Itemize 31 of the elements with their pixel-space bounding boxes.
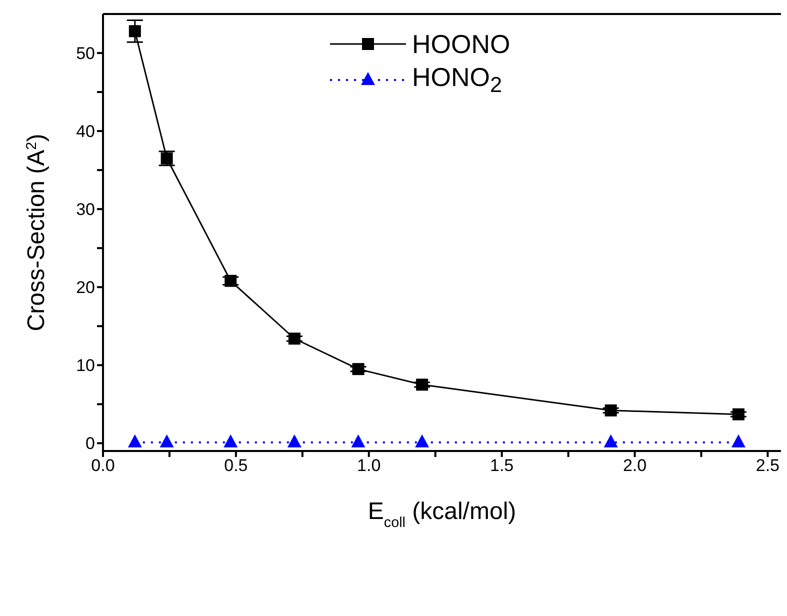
legend-label: HONO$_{2}$ [412, 62, 502, 98]
point [128, 25, 141, 38]
point [415, 434, 430, 448]
x-tick-label: 2.0 [622, 456, 647, 476]
y-tick-label: 40 [76, 122, 95, 142]
point [604, 404, 617, 416]
point [160, 434, 174, 448]
point [224, 274, 237, 287]
y-tick-label: 20 [76, 278, 95, 298]
x-tick-label: 0.5 [224, 456, 248, 476]
point [160, 152, 173, 164]
point [128, 434, 142, 448]
y-tick-label: 0 [86, 434, 95, 454]
x-tick-label: 1.5 [490, 456, 514, 476]
point [604, 434, 618, 448]
point [351, 434, 366, 448]
x-axis-title: E$_{coll}$ (kcal/mol) [368, 498, 516, 531]
x-tick-label: 0.0 [91, 456, 115, 476]
point [224, 434, 238, 448]
point [732, 408, 744, 420]
point [731, 434, 746, 448]
point [287, 434, 302, 448]
y-tick-label: 50 [76, 44, 95, 64]
point [288, 332, 300, 345]
x-tick-label: 2.5 [756, 456, 780, 476]
y-tick-label: 10 [76, 356, 95, 376]
x-tick-label: 1.0 [357, 456, 381, 476]
point [352, 363, 364, 376]
y-tick-label: 30 [76, 200, 95, 220]
legend-label: HOONO [412, 28, 510, 60]
point [416, 378, 428, 391]
